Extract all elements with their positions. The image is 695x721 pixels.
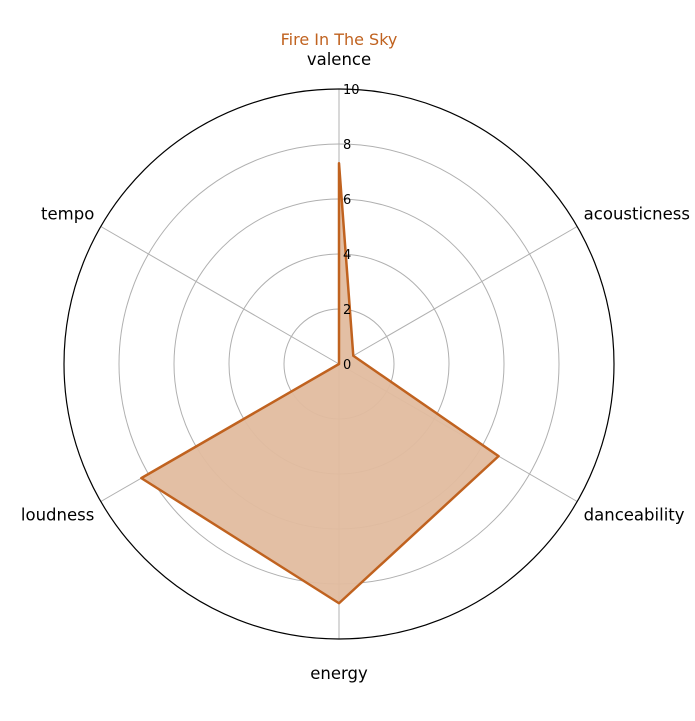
series-area: [141, 163, 499, 604]
spoke-tempo: [100, 226, 340, 365]
chart-title: Fire In The Sky: [281, 30, 398, 49]
radar-series: [140, 162, 500, 605]
axis-label-energy: energy: [310, 664, 368, 683]
r-tick-label: 10: [343, 83, 360, 98]
axis-label-loudness: loudness: [21, 506, 94, 525]
spoke-acousticness: [338, 226, 578, 365]
r-tick-label: 2: [343, 303, 351, 318]
axis-label-danceability: danceability: [584, 506, 685, 525]
r-tick-label: 0: [343, 358, 351, 373]
radial-tick-labels: 0 2 4 6 8 10: [343, 83, 360, 373]
outer-ring: [63, 88, 615, 640]
axis-labels: valence acousticness danceability energy lou…: [21, 50, 690, 683]
r-tick-label: 8: [343, 138, 351, 153]
axis-label-tempo: tempo: [41, 205, 94, 224]
axis-label-valence: valence: [307, 50, 371, 69]
axis-label-acousticness: acousticness: [584, 205, 690, 224]
r-tick-label: 4: [343, 248, 351, 263]
r-tick-label: 6: [343, 193, 351, 208]
